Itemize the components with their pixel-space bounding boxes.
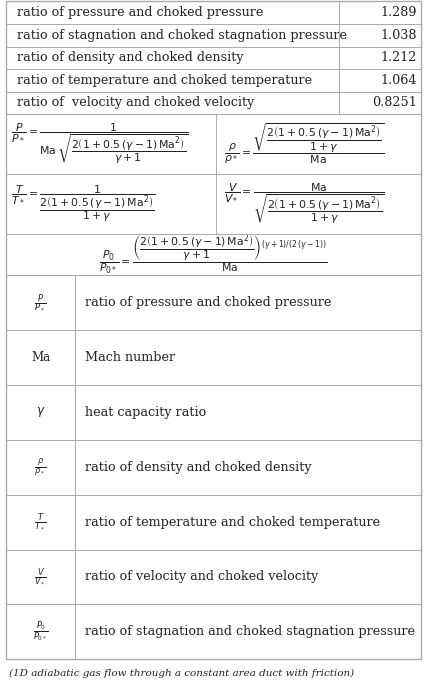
Text: $\frac{T}{T_*}$: $\frac{T}{T_*}$ — [34, 512, 47, 532]
Text: $\frac{V}{V_*}$: $\frac{V}{V_*}$ — [34, 566, 47, 587]
Text: ratio of density and choked density: ratio of density and choked density — [17, 51, 243, 64]
Text: 1.038: 1.038 — [380, 29, 416, 41]
Text: $\dfrac{P}{P_*} = \dfrac{1}{\mathrm{Ma}\,\sqrt{\dfrac{2\left(1+0.5\,(\gamma-1)\,: $\dfrac{P}{P_*} = \dfrac{1}{\mathrm{Ma}\… — [11, 121, 188, 166]
Text: ratio of temperature and choked temperature: ratio of temperature and choked temperat… — [17, 74, 311, 87]
Text: ratio of velocity and choked velocity: ratio of velocity and choked velocity — [85, 571, 318, 584]
Text: $\gamma$: $\gamma$ — [36, 406, 45, 420]
Text: ratio of stagnation and choked stagnation pressure: ratio of stagnation and choked stagnatio… — [17, 29, 346, 41]
Text: 1.212: 1.212 — [380, 51, 416, 64]
Text: $\frac{\rho}{\rho_*}$: $\frac{\rho}{\rho_*}$ — [34, 457, 47, 478]
Text: Ma: Ma — [31, 351, 50, 364]
Text: 1.289: 1.289 — [380, 6, 416, 19]
Text: $\dfrac{V}{V_*} = \dfrac{\mathrm{Ma}}{\sqrt{\dfrac{2\left(1+0.5\,(\gamma-1)\,\ma: $\dfrac{V}{V_*} = \dfrac{\mathrm{Ma}}{\s… — [224, 181, 384, 226]
Text: 1.064: 1.064 — [380, 74, 416, 87]
Text: $\frac{P_0}{P_{0*}}$: $\frac{P_0}{P_{0*}}$ — [32, 620, 49, 644]
Text: heat capacity ratio: heat capacity ratio — [85, 406, 206, 419]
Text: $\dfrac{P_0}{P_{0*}} = \dfrac{\left(\dfrac{2\left(1+0.5\,(\gamma-1)\,\mathrm{Ma}: $\dfrac{P_0}{P_{0*}} = \dfrac{\left(\dfr… — [99, 232, 327, 277]
Text: ratio of  velocity and choked velocity: ratio of velocity and choked velocity — [17, 97, 254, 110]
Text: (1D adiabatic gas flow through a constant area duct with friction): (1D adiabatic gas flow through a constan… — [9, 669, 353, 678]
Text: ratio of pressure and choked pressure: ratio of pressure and choked pressure — [17, 6, 263, 19]
Text: 0.8251: 0.8251 — [371, 97, 416, 110]
Text: ratio of pressure and choked pressure: ratio of pressure and choked pressure — [85, 296, 331, 309]
Text: $\dfrac{T}{T_*} = \dfrac{1}{\dfrac{2\left(1+0.5\,(\gamma-1)\,\mathrm{Ma}^2\right: $\dfrac{T}{T_*} = \dfrac{1}{\dfrac{2\lef… — [11, 184, 155, 224]
Text: ratio of temperature and choked temperature: ratio of temperature and choked temperat… — [85, 515, 380, 529]
Text: ratio of density and choked density: ratio of density and choked density — [85, 461, 311, 474]
Text: $\frac{P}{P_*}$: $\frac{P}{P_*}$ — [35, 293, 46, 313]
Text: $\dfrac{\rho}{\rho_*} = \dfrac{\sqrt{\dfrac{2\left(1+0.5\,(\gamma-1)\,\mathrm{Ma: $\dfrac{\rho}{\rho_*} = \dfrac{\sqrt{\df… — [224, 122, 383, 166]
Text: ratio of stagnation and choked stagnation pressure: ratio of stagnation and choked stagnatio… — [85, 625, 414, 638]
Text: Mach number: Mach number — [85, 351, 175, 364]
